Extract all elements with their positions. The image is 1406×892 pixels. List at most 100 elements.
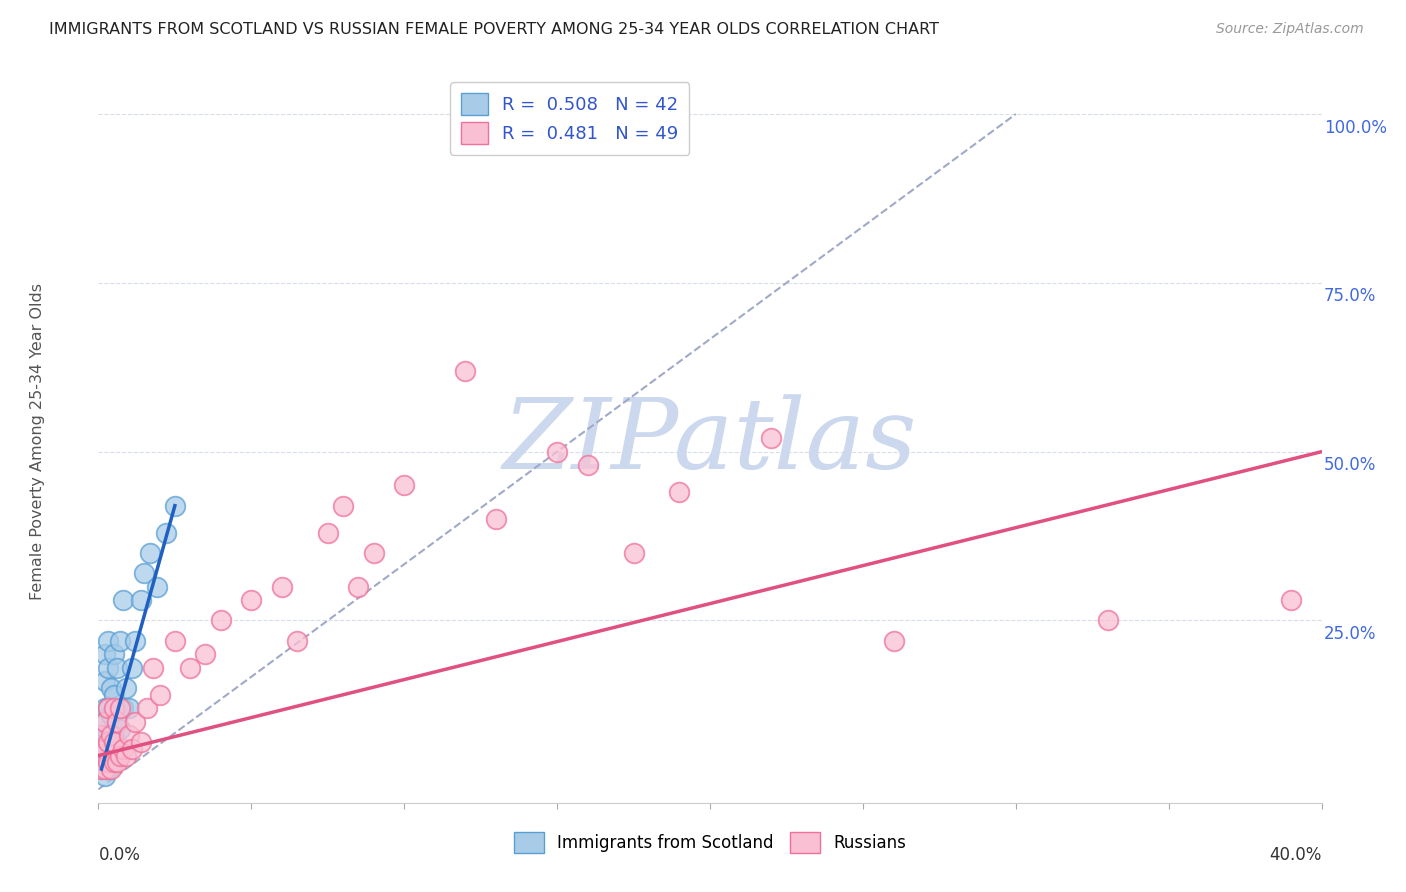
Point [118, 701, 141, 715]
Point [1279, 593, 1302, 607]
Point [100, 756, 122, 770]
Point [316, 525, 339, 540]
Point [90, 728, 112, 742]
Point [118, 728, 141, 742]
Text: 25.0%: 25.0% [1324, 625, 1376, 643]
Point [105, 714, 128, 729]
Text: ZIPatlas: ZIPatlas [503, 394, 917, 489]
Text: IMMIGRANTS FROM SCOTLAND VS RUSSIAN FEMALE POVERTY AMONG 25-34 YEAR OLDS CORRELA: IMMIGRANTS FROM SCOTLAND VS RUSSIAN FEMA… [49, 22, 939, 37]
Point [97, 701, 120, 715]
Point [93, 701, 115, 715]
Point [90, 714, 112, 729]
Point [103, 748, 125, 763]
Point [100, 728, 122, 742]
Point [93, 756, 115, 770]
Point [111, 593, 134, 607]
Text: Female Poverty Among 25-34 Year Olds: Female Poverty Among 25-34 Year Olds [30, 283, 45, 600]
Point [576, 458, 599, 472]
Point [90, 748, 112, 763]
Point [103, 756, 125, 770]
Point [97, 748, 120, 763]
Point [179, 661, 201, 675]
Point [93, 728, 115, 742]
Point [100, 681, 122, 695]
Point [108, 633, 131, 648]
Point [155, 525, 177, 540]
Point [93, 762, 115, 776]
Text: 0.0%: 0.0% [98, 847, 141, 864]
Legend: Immigrants from Scotland, Russians: Immigrants from Scotland, Russians [508, 826, 912, 860]
Point [332, 499, 354, 513]
Point [454, 364, 477, 378]
Point [97, 701, 120, 715]
Point [194, 647, 217, 661]
Point [108, 722, 131, 736]
Point [392, 478, 416, 492]
Point [97, 762, 120, 776]
Point [129, 593, 152, 607]
Point [105, 741, 128, 756]
Point [90, 762, 112, 776]
Point [124, 633, 146, 648]
Point [115, 748, 138, 763]
Point [93, 714, 115, 729]
Point [546, 444, 568, 458]
Point [103, 735, 125, 749]
Point [485, 512, 508, 526]
Point [668, 485, 690, 500]
Point [115, 681, 138, 695]
Point [97, 661, 120, 675]
Point [97, 728, 120, 742]
Point [209, 614, 232, 628]
Point [93, 674, 115, 689]
Text: 50.0%: 50.0% [1324, 456, 1376, 475]
Point [103, 728, 125, 742]
Point [163, 633, 186, 648]
Point [103, 701, 125, 715]
Point [90, 735, 112, 749]
Text: 75.0%: 75.0% [1324, 287, 1376, 305]
Point [759, 431, 782, 445]
Point [363, 546, 385, 560]
Point [105, 661, 128, 675]
Point [121, 661, 143, 675]
Point [136, 701, 159, 715]
Point [97, 735, 120, 749]
Point [240, 593, 263, 607]
Point [97, 756, 120, 770]
Point [285, 633, 308, 648]
Point [111, 741, 134, 756]
Point [90, 748, 112, 763]
Point [347, 580, 370, 594]
Point [105, 756, 128, 770]
Point [100, 708, 122, 723]
Point [163, 499, 186, 513]
Point [142, 661, 165, 675]
Text: 40.0%: 40.0% [1270, 847, 1322, 864]
Point [883, 633, 905, 648]
Point [623, 546, 645, 560]
Point [100, 735, 122, 749]
Point [105, 714, 128, 729]
Point [124, 714, 146, 729]
Point [93, 741, 115, 756]
Point [108, 701, 131, 715]
Point [103, 688, 125, 702]
Point [103, 647, 125, 661]
Point [108, 748, 131, 763]
Point [134, 566, 156, 581]
Point [149, 688, 172, 702]
Text: Source: ZipAtlas.com: Source: ZipAtlas.com [1216, 22, 1364, 37]
Point [97, 633, 120, 648]
Point [121, 741, 143, 756]
Point [129, 735, 152, 749]
Point [111, 701, 134, 715]
Point [93, 769, 115, 783]
Point [1097, 614, 1119, 628]
Point [93, 741, 115, 756]
Point [145, 580, 167, 594]
Point [270, 580, 292, 594]
Text: 100.0%: 100.0% [1324, 119, 1388, 136]
Point [93, 647, 115, 661]
Point [100, 762, 122, 776]
